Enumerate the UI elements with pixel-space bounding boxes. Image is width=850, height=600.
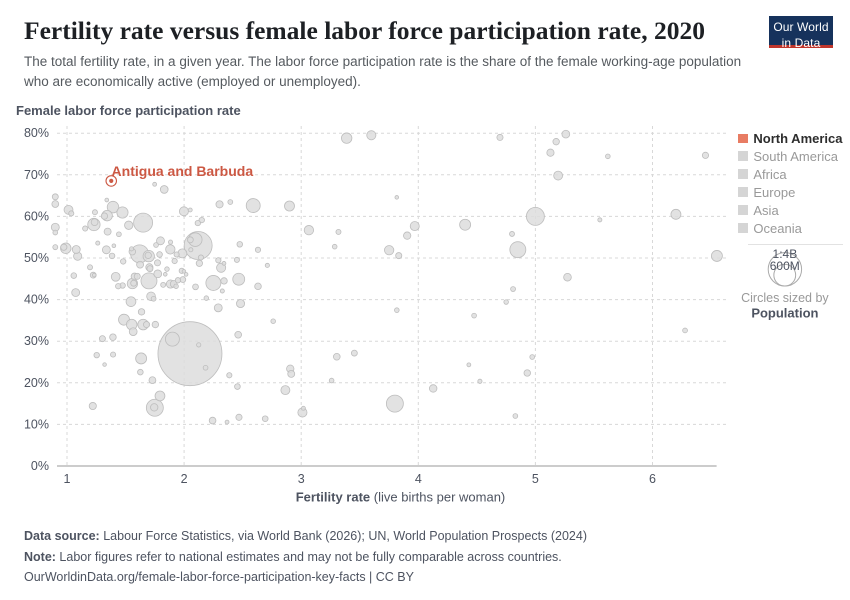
svg-text:6: 6 [649, 472, 656, 486]
svg-text:5: 5 [532, 472, 539, 486]
svg-text:30%: 30% [24, 334, 49, 348]
svg-text:50%: 50% [24, 251, 49, 265]
svg-text:80%: 80% [24, 126, 49, 140]
svg-text:Circles sized by: Circles sized by [741, 291, 829, 305]
svg-text:10%: 10% [24, 417, 49, 431]
svg-text:Antigua and Barbuda: Antigua and Barbuda [112, 163, 254, 179]
svg-text:1: 1 [64, 472, 71, 486]
svg-text:60%: 60% [24, 209, 49, 223]
svg-text:20%: 20% [24, 376, 49, 390]
svg-text:70%: 70% [24, 168, 49, 182]
svg-text:2: 2 [181, 472, 188, 486]
svg-text:40%: 40% [24, 293, 49, 307]
svg-text:Fertility rate (live births pe: Fertility rate (live births per woman) [296, 490, 506, 505]
svg-text:4: 4 [415, 472, 422, 486]
svg-text:0%: 0% [31, 459, 49, 473]
svg-text:600M: 600M [770, 259, 800, 273]
svg-text:3: 3 [298, 472, 305, 486]
svg-text:Population: Population [751, 305, 818, 320]
